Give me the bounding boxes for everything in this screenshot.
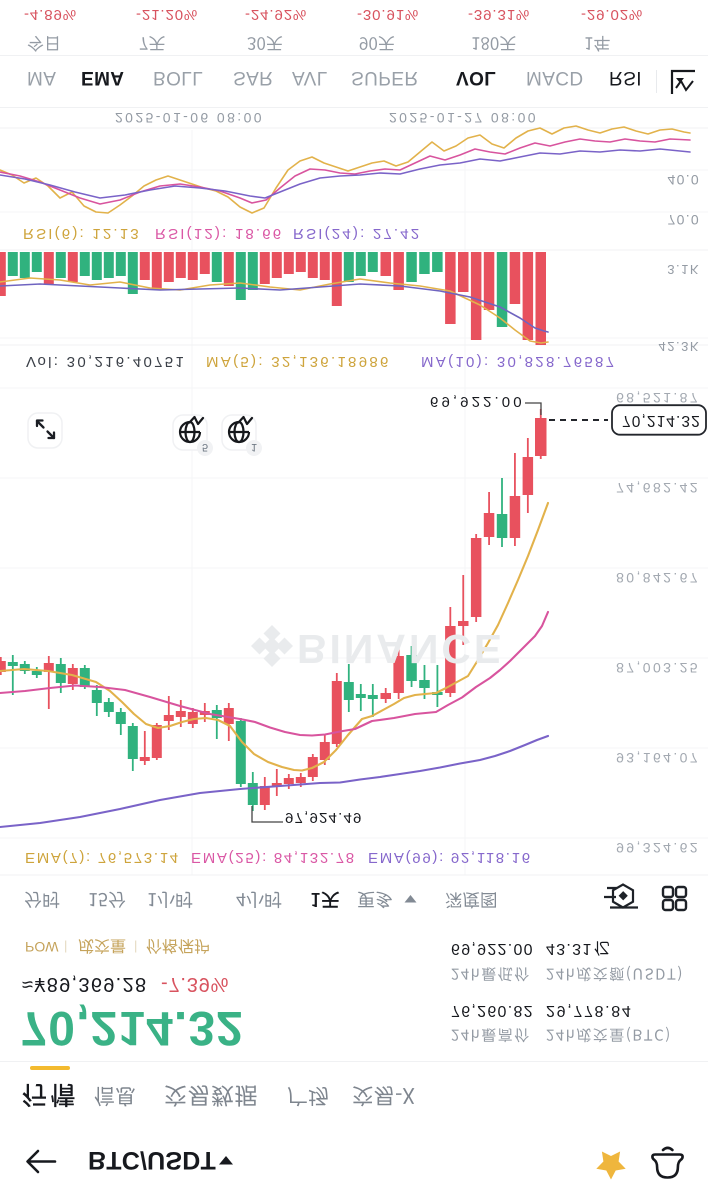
svg-text:5: 5: [202, 441, 208, 453]
svg-text:1: 1: [251, 441, 257, 453]
